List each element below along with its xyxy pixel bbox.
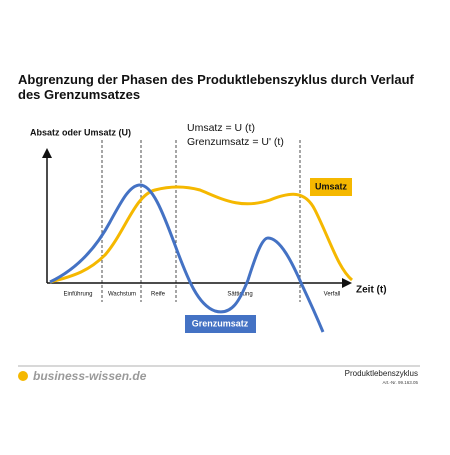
phase-label: Einführung [63,292,92,298]
umsatz-curve [49,185,354,284]
title-line: Abgrenzung der Phasen des Produktlebensz… [18,72,415,87]
x-axis-label: Zeit (t) [356,285,387,296]
phase-label: Reife [151,292,166,298]
formula: Umsatz = U (t) [187,122,255,134]
logo-dot [18,371,28,381]
article-number: Art.-Nr. 99.163.05 [382,380,418,385]
title: Abgrenzung der Phasen des Produktlebensz… [18,72,415,102]
phase-dividers [101,140,301,302]
grenzumsatz-label-box [185,315,256,333]
brand: business-wissen.de [33,369,147,383]
grenzumsatz-curve [49,183,325,333]
title-line: des Grenzumsatzes [18,87,140,102]
phase-label: Verfall [324,292,341,298]
curve-label: Grenzumsatz [192,318,249,328]
phase-label: Wachstum [108,292,136,298]
curve-label: Umsatz [315,181,348,191]
formula: Grenzumsatz = U' (t) [187,136,284,148]
axes [42,148,352,288]
umsatz-label-box [310,178,352,196]
y-axis-label: Absatz oder Umsatz (U) [30,127,131,137]
topic: Produktlebenszyklus [345,369,418,378]
